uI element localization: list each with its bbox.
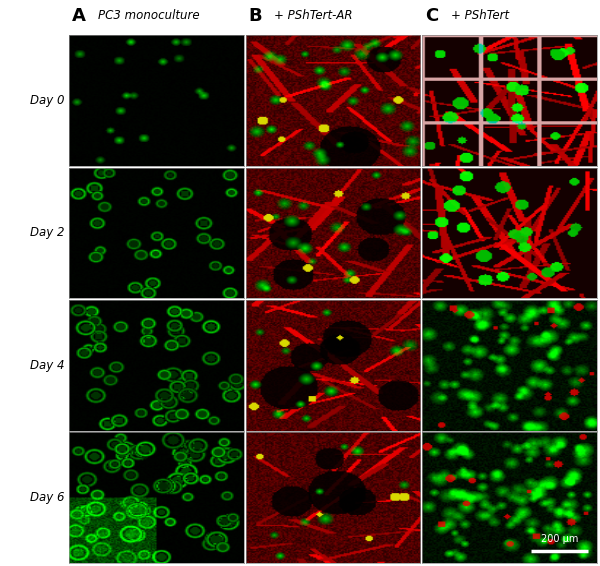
Text: + PShTert-AR: + PShTert-AR: [274, 9, 353, 22]
Text: Day 4: Day 4: [30, 359, 64, 372]
Text: C: C: [425, 7, 439, 25]
Text: A: A: [72, 7, 86, 25]
Text: 200 μm: 200 μm: [541, 534, 578, 543]
Text: Day 2: Day 2: [30, 226, 64, 239]
Text: Day 6: Day 6: [30, 491, 64, 504]
Text: + PShTert: + PShTert: [451, 9, 509, 22]
Text: B: B: [248, 7, 262, 25]
Text: Day 0: Day 0: [30, 94, 64, 107]
Text: PC3 monoculture: PC3 monoculture: [98, 9, 199, 22]
